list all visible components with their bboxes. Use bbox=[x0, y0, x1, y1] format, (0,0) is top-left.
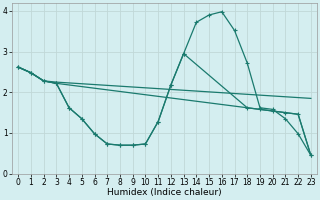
X-axis label: Humidex (Indice chaleur): Humidex (Indice chaleur) bbox=[107, 188, 222, 197]
